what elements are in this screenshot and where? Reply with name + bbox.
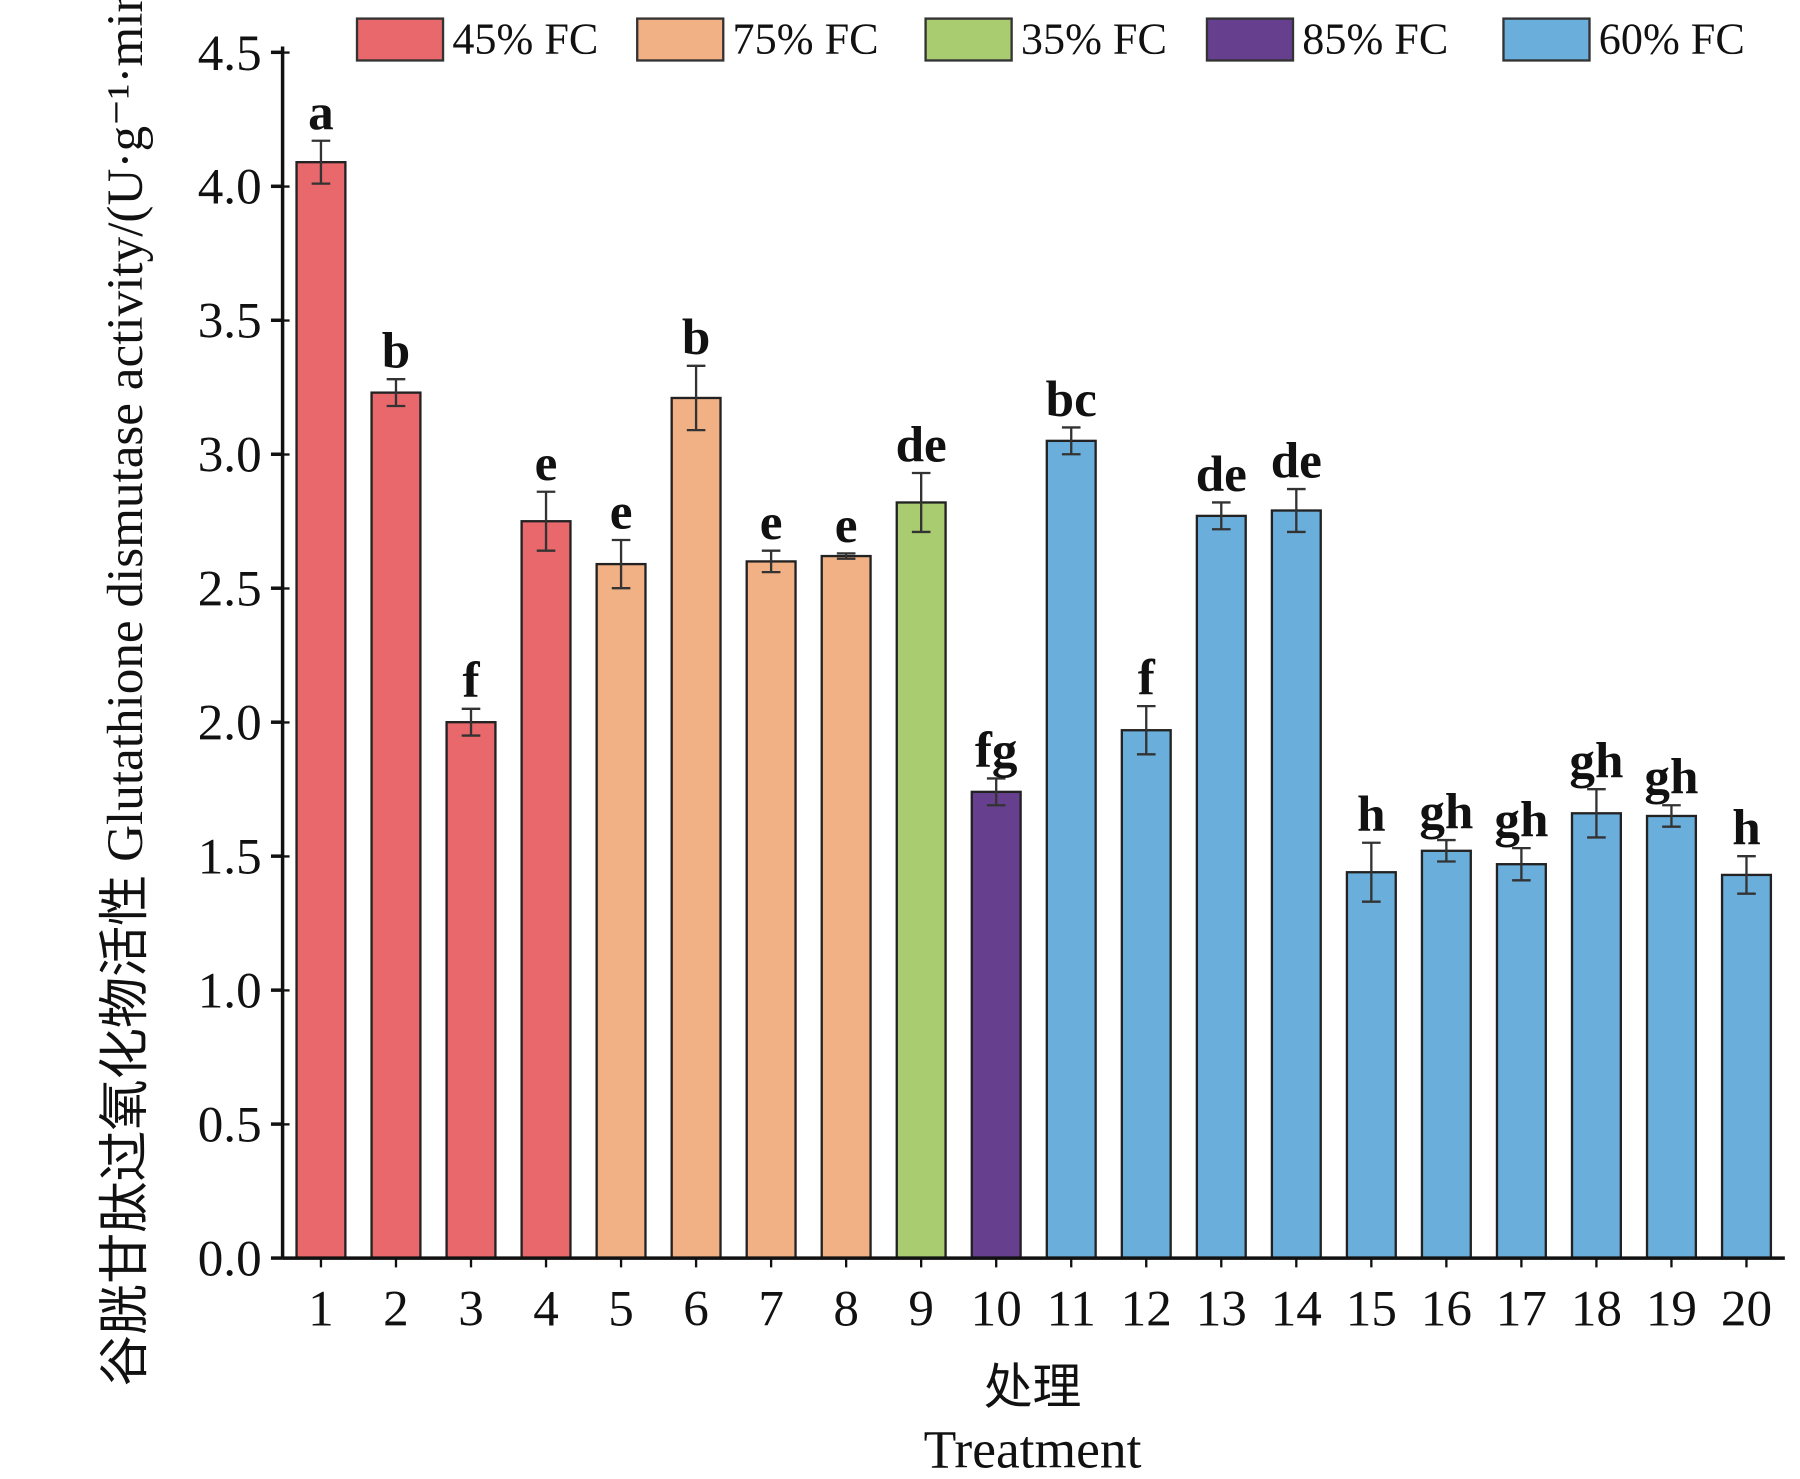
x-tick-label: 10 [971,1281,1022,1338]
x-tick-label: 3 [458,1281,484,1338]
axes: 0.00.51.01.52.02.53.03.54.04.51 2 3 4 5 6 7 8 9 1… [198,25,1785,1338]
bar [745,560,797,1260]
significance-label: a [308,84,334,141]
y-tick-label: 0.0 [198,1231,262,1288]
x-tick-label: 19 [1646,1281,1697,1338]
significance-label: b [682,309,710,366]
significance-label: f [1138,649,1156,706]
legend-label: 45% FC [452,14,598,63]
bar [295,161,347,1260]
x-tick-label: 18 [1571,1281,1622,1338]
y-tick-label: 3.5 [198,293,262,350]
bar [1270,509,1322,1260]
legend-label: 35% FC [1021,14,1167,63]
bar [1195,514,1247,1260]
y-tick-label: 1.5 [198,829,262,886]
legend-swatch [355,17,445,62]
legend-swatch [1205,17,1295,62]
legend-swatch [636,17,725,62]
significance-label: de [1196,446,1247,503]
x-tick-label: 13 [1196,1281,1247,1338]
x-tick-label: 14 [1271,1281,1322,1338]
legend-label: 85% FC [1302,14,1448,63]
bar [1120,729,1172,1260]
bar [370,391,422,1260]
significance-label: de [896,416,947,473]
y-tick-label: 2.0 [198,695,262,752]
x-tick-label: 2 [383,1281,409,1338]
bar [1720,873,1773,1260]
bar [970,790,1022,1260]
legend: 45% FC 75% FC 35% FC 85% FC 60% FC [355,14,1745,63]
x-tick-label: 11 [1047,1281,1096,1338]
bar [595,562,647,1260]
x-tick-label: 6 [683,1281,709,1338]
significance-label: fg [975,722,1018,779]
significance-label: gh [1644,749,1698,806]
legend-label: 60% FC [1599,14,1745,63]
bar [520,520,572,1260]
bar [1420,849,1472,1260]
x-axis-title-cn: 处理 [984,1359,1082,1414]
x-tick-label: 16 [1421,1281,1472,1338]
significance-label: b [382,323,410,380]
x-tick-label: 1 [308,1281,334,1338]
x-tick-label: 17 [1496,1281,1547,1338]
bar [1495,863,1547,1260]
y-tick-label: 4.0 [198,159,262,216]
x-tick-label: 5 [608,1281,634,1338]
significance-label: e [535,435,558,492]
y-axis-title: 谷胱甘肽过氧化物活性 Glutathione dismutase activit… [97,0,154,1386]
y-tick-label: 0.5 [198,1097,262,1154]
x-axis-title: Treatment [924,1419,1142,1479]
x-tick-label: 7 [758,1281,784,1338]
bar [820,554,872,1260]
bar [445,721,497,1260]
x-tick-label: 15 [1346,1281,1397,1338]
significance-label: e [835,497,858,554]
significance-label: e [610,483,633,540]
significance-label: gh [1419,783,1473,840]
legend-label: 75% FC [733,14,879,63]
bar [1045,439,1097,1260]
y-tick-label: 3.0 [198,427,262,484]
x-tick-label: 8 [833,1281,859,1338]
x-tick-label: 9 [908,1281,934,1338]
y-tick-label: 4.5 [198,25,262,82]
bar [1570,812,1622,1260]
x-tick-label: 12 [1121,1281,1172,1338]
significance-label: de [1271,432,1322,489]
significance-label: bc [1046,371,1097,428]
y-tick-label: 1.0 [198,963,262,1020]
significance-label: gh [1494,791,1548,848]
bar [670,396,722,1260]
x-tick-label: 4 [533,1281,559,1338]
significance-label: h [1357,786,1385,843]
legend-swatch [924,17,1013,62]
significance-label: gh [1569,733,1623,790]
bar [895,501,947,1260]
significance-label: e [760,494,783,551]
y-tick-label: 2.5 [198,561,262,618]
bar [1645,814,1698,1260]
x-tick-label: 20 [1721,1281,1772,1338]
legend-swatch [1502,17,1591,62]
significance-label: f [462,652,480,709]
significance-label: h [1732,800,1760,857]
bar [1345,871,1397,1260]
